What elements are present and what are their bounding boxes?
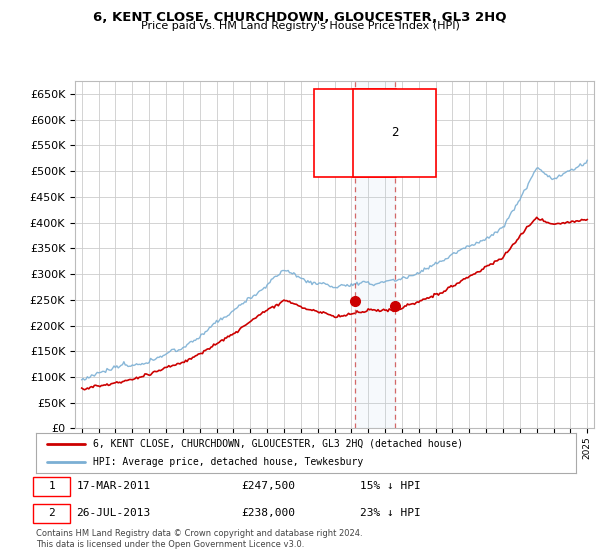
Text: 15% ↓ HPI: 15% ↓ HPI: [360, 482, 421, 492]
Text: 1: 1: [351, 126, 359, 139]
Text: 6, KENT CLOSE, CHURCHDOWN, GLOUCESTER, GL3 2HQ (detached house): 6, KENT CLOSE, CHURCHDOWN, GLOUCESTER, G…: [92, 439, 463, 449]
Text: Contains HM Land Registry data © Crown copyright and database right 2024.
This d: Contains HM Land Registry data © Crown c…: [36, 529, 362, 549]
Text: £238,000: £238,000: [241, 508, 295, 518]
Text: 17-MAR-2011: 17-MAR-2011: [77, 482, 151, 492]
Text: Price paid vs. HM Land Registry's House Price Index (HPI): Price paid vs. HM Land Registry's House …: [140, 21, 460, 31]
Text: £247,500: £247,500: [241, 482, 295, 492]
Bar: [355, 81, 395, 428]
Text: 2: 2: [391, 126, 398, 139]
Text: 1: 1: [48, 482, 55, 492]
Text: 6, KENT CLOSE, CHURCHDOWN, GLOUCESTER, GL3 2HQ: 6, KENT CLOSE, CHURCHDOWN, GLOUCESTER, G…: [93, 11, 507, 24]
FancyBboxPatch shape: [34, 477, 70, 496]
FancyBboxPatch shape: [34, 503, 70, 522]
Text: 23% ↓ HPI: 23% ↓ HPI: [360, 508, 421, 518]
Text: HPI: Average price, detached house, Tewkesbury: HPI: Average price, detached house, Tewk…: [92, 458, 363, 467]
Text: 26-JUL-2013: 26-JUL-2013: [77, 508, 151, 518]
Text: 2: 2: [48, 508, 55, 518]
